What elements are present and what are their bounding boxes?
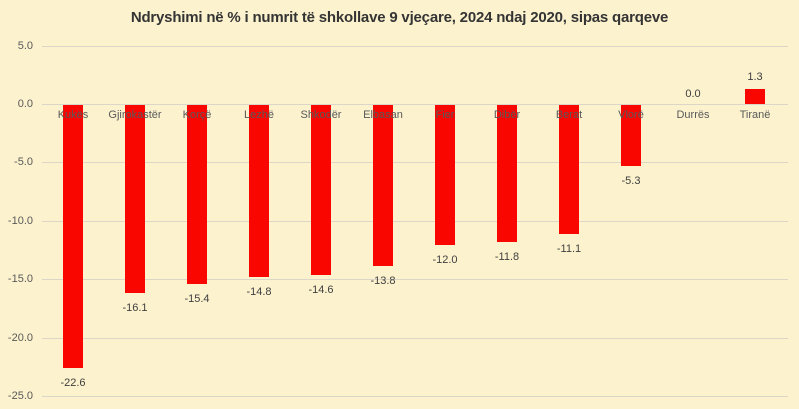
gridline [42,220,788,222]
gridline [42,104,788,105]
x-axis-category-label: Tiranë [739,109,771,121]
gridline [42,45,788,47]
y-axis-tick-label: 0.0 [17,98,33,110]
bar-shkodër [311,104,331,276]
bar-gjirokastër [125,104,145,293]
x-axis-category-label: Lezhë [244,109,274,121]
bar-fier [435,104,455,245]
data-label: -15.4 [184,293,210,306]
data-label: -14.6 [308,284,334,297]
x-axis-category-label: Vlorë [618,109,644,121]
x-axis-category-label: Kukës [57,109,89,121]
bar-vlorë [621,104,641,167]
x-axis-category-label: Shkodër [300,109,342,121]
bar-lezhë [249,104,269,278]
bar-korçë [187,104,207,285]
y-axis-tick-label: -20.0 [7,331,33,344]
gridline [42,279,788,281]
gridline [42,162,788,164]
data-label: -13.8 [370,274,396,287]
gridline [42,337,788,339]
bar-elbasan [373,104,393,266]
data-label: 1.3 [747,71,763,84]
bar-berat [559,104,579,235]
y-axis-tick-label: -25.0 [7,390,33,402]
x-axis-category-label: Berat [555,109,583,121]
data-label: -14.8 [246,286,272,299]
y-axis-tick-label: -5.0 [14,156,33,169]
x-axis-category-label: Durrës [676,109,710,121]
data-label: -22.6 [60,377,86,390]
bar-tiranë [745,89,765,105]
data-label: 0.0 [685,87,701,100]
data-label: -11.8 [494,251,520,264]
data-label: -16.1 [122,301,148,314]
bar-kukës [63,104,83,369]
data-label: -12.0 [432,253,458,266]
data-label: -11.1 [556,243,582,256]
x-axis-category-label: Korçë [182,109,212,121]
y-axis-tick-label: 5.0 [17,39,33,52]
y-axis-tick-label: -15.0 [7,273,33,286]
y-axis-tick-label: -10.0 [7,214,33,227]
x-axis-category-label: Fier [435,109,455,121]
x-axis-category-label: Elbasan [363,109,403,121]
gridline [42,396,788,397]
chart-title: Ndryshimi në % i numrit të shkollave 9 v… [130,9,669,26]
x-axis-category-label: Dibër [493,109,521,121]
data-label: -5.3 [621,175,641,188]
bar-dibër [497,104,517,243]
x-axis-category-label: Gjirokastër [108,109,162,121]
